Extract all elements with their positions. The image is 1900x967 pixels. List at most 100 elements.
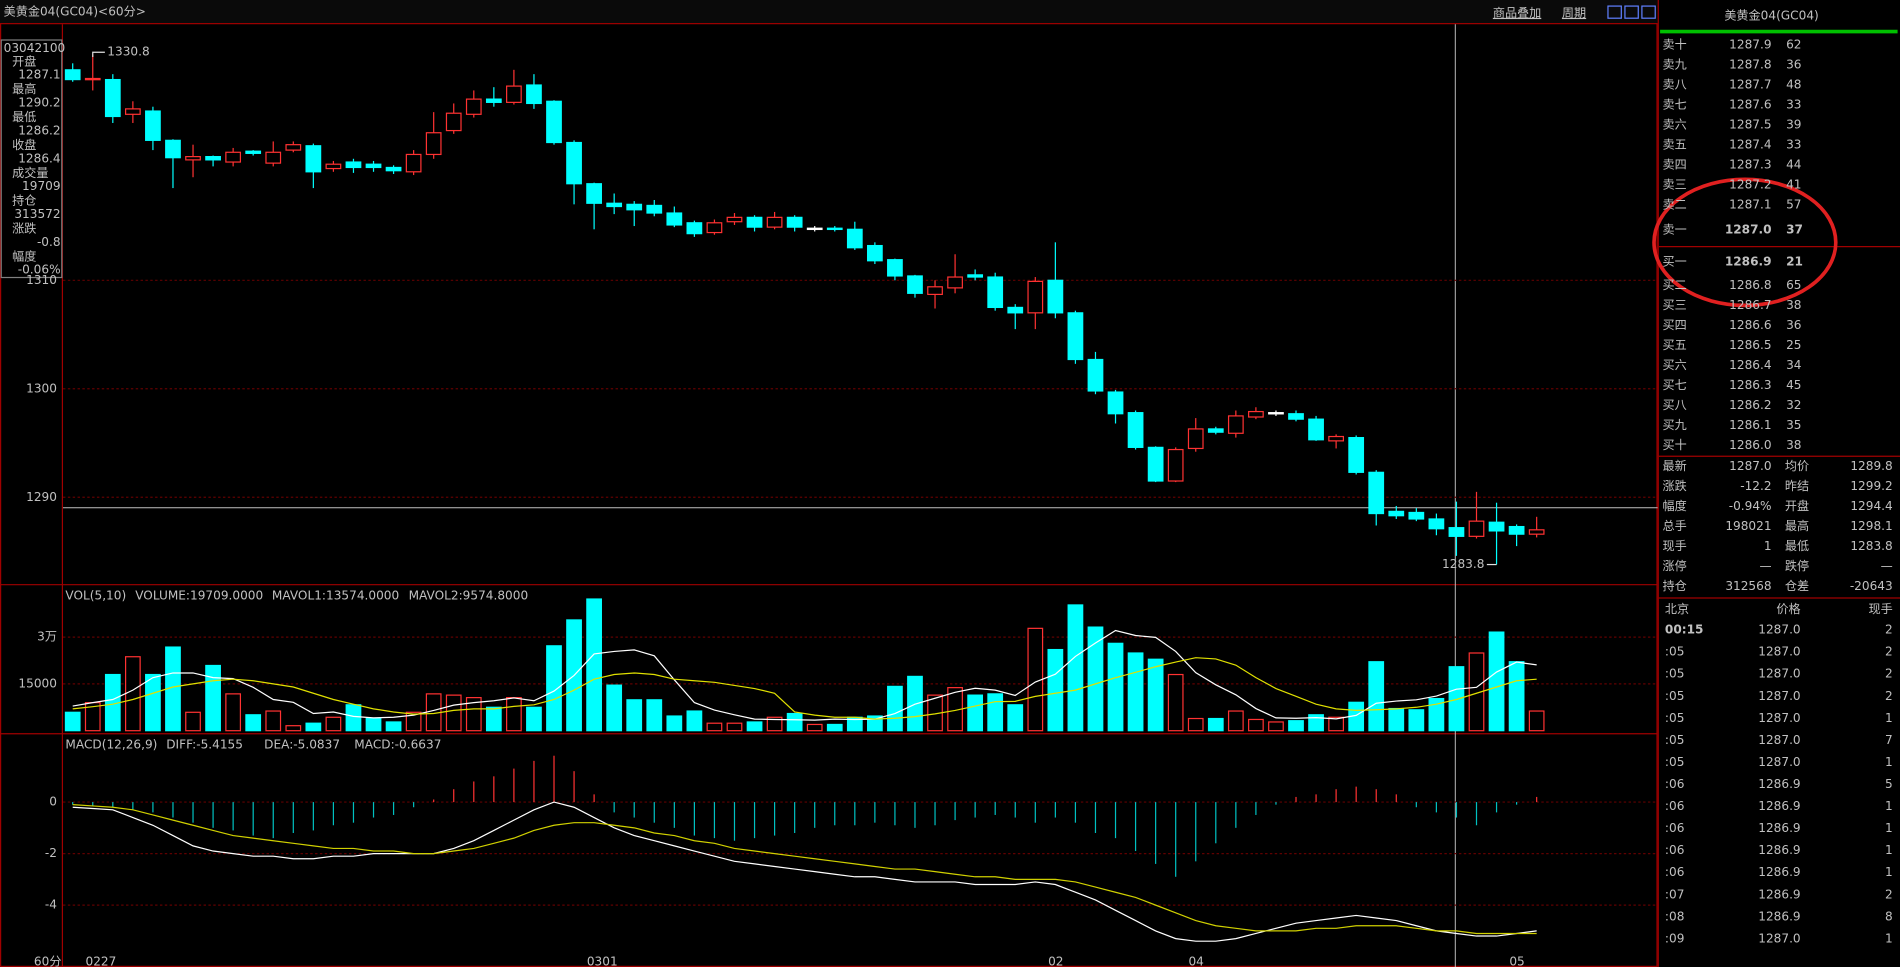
- stat-label: 最高: [1785, 518, 1809, 533]
- y-tick-label: 15000: [18, 676, 57, 690]
- candle-body: [1328, 435, 1344, 442]
- volume-bar: [626, 699, 643, 732]
- y-tick-label: 1300: [26, 381, 57, 395]
- tick-qty: 2: [1885, 645, 1893, 659]
- stat-label: 均价: [1785, 459, 1809, 473]
- candle-body: [646, 204, 663, 214]
- info-label: 收盘: [12, 137, 36, 152]
- volume-bar: [485, 706, 502, 732]
- book-price: 1286.1: [1729, 418, 1771, 432]
- candle-body: [285, 144, 302, 151]
- info-label: 最低: [12, 110, 36, 124]
- candle-body: [666, 212, 683, 226]
- book-label: 卖七: [1663, 97, 1687, 111]
- tick-time: :06: [1665, 865, 1685, 879]
- stat-label: 跌停: [1785, 558, 1809, 573]
- book-price: 1287.2: [1729, 177, 1771, 191]
- volume-bar: [967, 694, 984, 732]
- panel-readout: DIFF:-5.4155: [166, 738, 243, 752]
- volume-bar: [546, 645, 562, 732]
- candle-body: [325, 163, 342, 170]
- tick-qty: 2: [1885, 689, 1893, 703]
- book-price: 1286.5: [1729, 338, 1771, 352]
- candle-body: [1428, 518, 1445, 530]
- volume-bar: [1107, 642, 1124, 732]
- indicator-line: [72, 804, 1537, 935]
- window-icons[interactable]: [1607, 5, 1656, 19]
- candle-body: [806, 227, 823, 231]
- candle-body: [1488, 521, 1505, 532]
- candle-body: [445, 112, 462, 132]
- menu-item[interactable]: 商品叠加: [1493, 5, 1541, 20]
- book-qty: 41: [1786, 177, 1801, 191]
- info-value: 1286.2: [18, 123, 60, 137]
- tick-price: 1286.9: [1758, 821, 1800, 835]
- tick-qty: 1: [1885, 865, 1893, 879]
- candle-body: [866, 244, 883, 262]
- candle-body: [927, 286, 943, 296]
- candle-body: [766, 216, 783, 228]
- book-price: 1287.3: [1729, 157, 1771, 171]
- tick-qty: 1: [1885, 755, 1893, 769]
- candle-body: [1408, 511, 1425, 520]
- volume-bar: [1248, 718, 1264, 732]
- candle-body: [1207, 428, 1224, 433]
- candle-body: [686, 222, 703, 235]
- tick-time: :09: [1665, 931, 1685, 945]
- volume-bar: [445, 694, 462, 732]
- candle-body: [606, 202, 623, 208]
- candle-body: [225, 151, 242, 163]
- candle-body: [726, 216, 743, 223]
- stat-label: 涨停: [1663, 558, 1687, 573]
- book-price: 1287.4: [1729, 137, 1772, 151]
- info-value: 313572: [14, 207, 60, 221]
- menu-item[interactable]: 周期: [1562, 6, 1586, 20]
- tick-price: 1287.0: [1758, 711, 1800, 725]
- book-label: 卖四: [1663, 157, 1687, 171]
- stat-value: 1287.0: [1729, 459, 1771, 473]
- stat-value: 1283.8: [1850, 539, 1892, 553]
- volume-bar: [185, 711, 201, 732]
- candle-body: [526, 84, 542, 105]
- y-tick-label: -4: [45, 898, 57, 912]
- tick-time: :05: [1665, 711, 1685, 725]
- book-qty: 44: [1786, 157, 1802, 171]
- stat-label: 幅度: [1663, 498, 1687, 513]
- volume-bar: [1408, 709, 1425, 732]
- book-qty: 62: [1786, 37, 1801, 51]
- volume-bar: [666, 715, 683, 732]
- book-qty: 36: [1786, 57, 1801, 71]
- x-tick-label: 0301: [587, 955, 618, 967]
- book-qty: 37: [1786, 223, 1803, 237]
- volume-bar: [1428, 697, 1445, 732]
- x-tick-label: 02: [1048, 955, 1063, 967]
- info-value: 19709: [22, 179, 61, 193]
- volume-bar: [1468, 652, 1485, 732]
- tick-qty: 2: [1885, 887, 1893, 901]
- tick-price: 1286.9: [1758, 887, 1800, 901]
- candle-body: [1448, 527, 1465, 537]
- volume-bar: [325, 716, 342, 732]
- stat-label: 开盘: [1785, 498, 1809, 513]
- x-tick-label: 04: [1188, 955, 1204, 967]
- book-price: 1286.3: [1729, 378, 1771, 392]
- indicator-line: [72, 629, 1537, 721]
- candle-body: [345, 161, 362, 169]
- annotation-label: 1330.8: [107, 45, 149, 59]
- stat-value: 1299.2: [1850, 479, 1892, 493]
- tick-price: 1286.9: [1758, 799, 1800, 813]
- volume-bar: [786, 712, 803, 732]
- tick-qty: 5: [1885, 777, 1893, 791]
- book-price: 1286.8: [1729, 278, 1771, 292]
- period-label: 60分: [34, 955, 62, 967]
- info-label: 开盘: [12, 53, 36, 68]
- panel-readout: MAVOL1:13574.0000: [272, 589, 399, 603]
- volume-bar: [826, 723, 843, 732]
- book-qty: 48: [1786, 77, 1801, 91]
- top-bar: [0, 0, 1658, 24]
- candle-body: [1308, 418, 1324, 441]
- book-label: 买四: [1663, 318, 1687, 332]
- candle-body: [1248, 410, 1264, 418]
